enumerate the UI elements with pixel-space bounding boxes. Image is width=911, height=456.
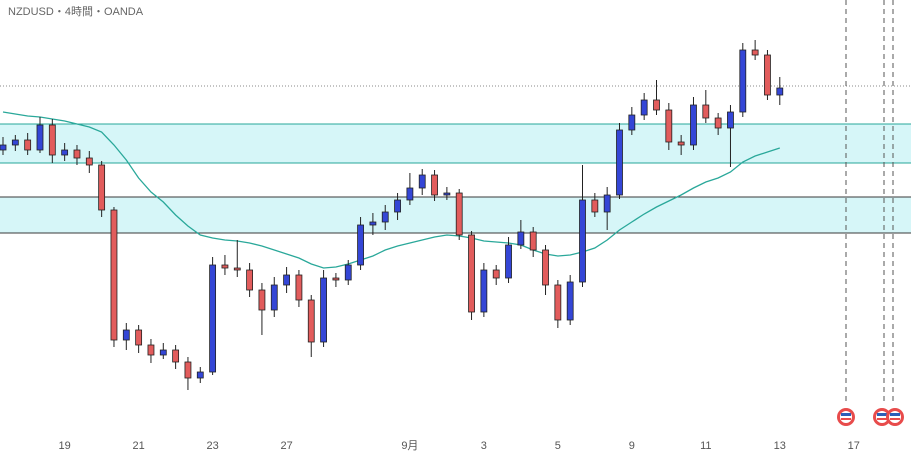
candle-body <box>209 264 217 373</box>
candle-body <box>295 274 303 301</box>
x-tick-label: 23 <box>206 440 218 452</box>
candle-body <box>616 129 623 196</box>
candle-body <box>480 269 488 313</box>
candle-body <box>61 149 69 156</box>
chart-title: NZDUSD・4時間・OANDA <box>8 5 144 18</box>
candle-body <box>147 344 155 356</box>
candle-body <box>455 192 463 236</box>
candle-body <box>579 199 586 283</box>
candle-body <box>628 114 636 131</box>
x-tick-label: 17 <box>848 440 860 452</box>
candle-body <box>172 349 180 363</box>
candle-body <box>307 299 315 343</box>
candle-body <box>776 87 784 96</box>
x-tick-label: 9月 <box>401 440 418 452</box>
candle-body <box>554 284 562 321</box>
candle-body <box>246 269 254 291</box>
candle-body <box>98 164 106 211</box>
candle-body <box>714 117 722 129</box>
candle-body <box>431 174 438 196</box>
candle-body <box>690 104 697 146</box>
candle-body <box>159 349 167 356</box>
x-tick-label: 13 <box>774 440 786 452</box>
candle-body <box>591 199 599 213</box>
candle-body <box>135 329 143 346</box>
candle-body <box>196 371 204 379</box>
candle-body <box>184 361 192 379</box>
candle-body <box>320 277 327 343</box>
candle-body <box>517 231 525 246</box>
zone <box>0 197 911 233</box>
candle-body <box>443 192 451 196</box>
candle-body <box>332 277 340 281</box>
plot <box>0 40 784 390</box>
x-tick-label: 27 <box>280 440 292 452</box>
x-tick-label: 19 <box>59 440 71 452</box>
x-tick-label: 11 <box>700 440 711 452</box>
candle-body <box>529 231 537 251</box>
candle-body <box>122 329 130 341</box>
x-tick-label: 21 <box>133 440 145 452</box>
candle-body <box>11 139 19 146</box>
x-tick-label: 5 <box>555 440 561 452</box>
candle-body <box>344 264 352 281</box>
candle-body <box>418 174 426 189</box>
candle-body <box>542 249 549 286</box>
candle-body <box>233 267 241 271</box>
candle-body <box>270 284 278 311</box>
candle-body <box>653 99 660 111</box>
candle-body <box>24 139 32 151</box>
event-icon[interactable] <box>837 408 855 426</box>
x-tick-label: 3 <box>481 440 487 452</box>
event-icon[interactable] <box>886 408 904 426</box>
candle-body <box>727 111 734 129</box>
candle-body <box>394 199 401 213</box>
candle-body <box>258 289 266 311</box>
candle-body <box>492 269 500 279</box>
candle-body <box>381 211 389 223</box>
candle-body <box>406 187 414 201</box>
candle-body <box>739 49 747 113</box>
candle-body <box>357 224 364 266</box>
candle-body <box>0 144 7 151</box>
event-icon[interactable] <box>873 408 891 426</box>
candle-body <box>640 99 648 116</box>
candle-body <box>505 244 512 279</box>
zone <box>0 124 911 163</box>
candle-body <box>468 234 475 313</box>
candle-body <box>283 274 290 286</box>
candle-body <box>36 124 44 151</box>
candle-body <box>85 157 93 166</box>
candle-body <box>221 264 229 269</box>
x-tick-label: 9 <box>629 440 635 452</box>
candle-body <box>603 194 611 213</box>
candle-body <box>702 104 710 119</box>
candle-body <box>73 149 81 159</box>
candle-body <box>751 49 759 56</box>
candle-body <box>566 281 574 321</box>
candle-body <box>369 221 377 226</box>
candle-body <box>665 109 673 143</box>
candle-body <box>48 124 56 156</box>
candle-body <box>677 141 685 146</box>
moving-average <box>2 111 781 269</box>
zones <box>0 85 911 234</box>
candle-body <box>764 54 771 96</box>
candle-body <box>110 209 118 341</box>
